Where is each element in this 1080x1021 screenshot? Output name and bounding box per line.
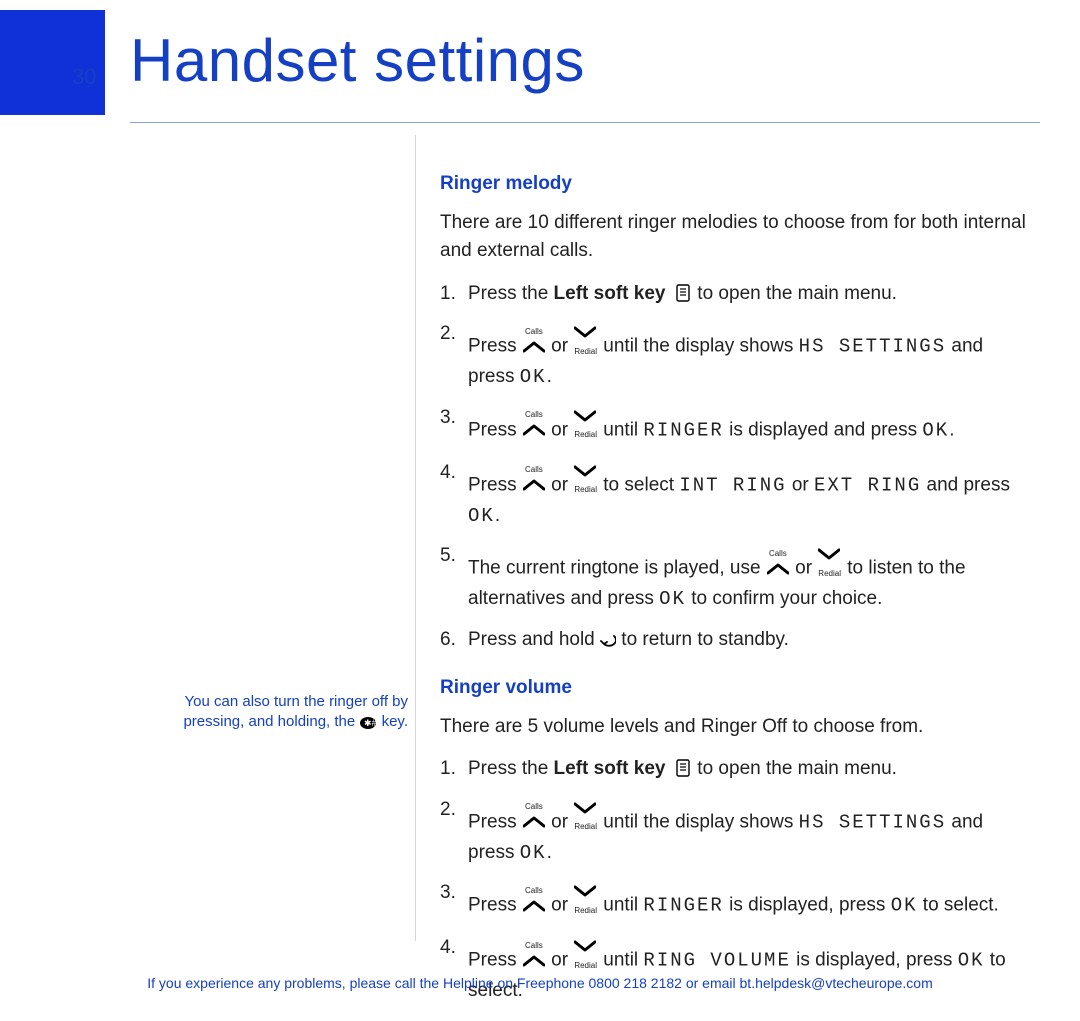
step: Press Calls or Redial to select INT RING…: [440, 459, 1030, 531]
step: Press Calls or Redial until RINGER is di…: [440, 879, 1030, 922]
down-icon: Redial: [574, 459, 597, 495]
up-icon: Calls: [767, 550, 789, 586]
intro-ringer-volume: There are 5 volume levels and Ringer Off…: [440, 713, 1030, 742]
heading-ringer-volume: Ringer volume: [440, 674, 1030, 703]
down-icon: Redial: [818, 542, 841, 578]
up-icon: Calls: [523, 803, 545, 839]
star-hash-icon: [359, 716, 377, 730]
intro-ringer-melody: There are 10 different ringer melodies t…: [440, 209, 1030, 266]
step: Press Calls or Redial until the display …: [440, 320, 1030, 392]
page-title: Handset settings: [130, 26, 585, 95]
steps-ringer-volume: Press the Left soft key to open the main…: [440, 755, 1030, 1006]
step: The current ringtone is played, use Call…: [440, 542, 1030, 614]
margin-note-ringer-off: You can also turn the ringer off by pres…: [120, 692, 408, 733]
heading-ringer-melody: Ringer melody: [440, 170, 1030, 199]
down-icon: Redial: [574, 796, 597, 832]
up-icon: Calls: [523, 942, 545, 978]
down-icon: Redial: [574, 320, 597, 356]
main-content: Ringer melody There are 10 different rin…: [440, 155, 1030, 1018]
column-rule: [415, 135, 416, 941]
step: Press the Left soft key to open the main…: [440, 755, 1030, 784]
footer-helpline: If you experience any problems, please c…: [0, 975, 1080, 991]
step: Press Calls or Redial until RING VOLUME …: [440, 934, 1030, 1006]
step: Press Calls or Redial until the display …: [440, 796, 1030, 868]
menu-icon: [676, 759, 692, 777]
down-icon: Redial: [574, 404, 597, 440]
down-icon: Redial: [574, 879, 597, 915]
step: Press the Left soft key to open the main…: [440, 280, 1030, 309]
step: Press and hold to return to standby.: [440, 626, 1030, 655]
title-rule: [130, 122, 1040, 123]
back-icon: [600, 633, 616, 647]
page-tab: [0, 10, 105, 115]
steps-ringer-melody: Press the Left soft key to open the main…: [440, 280, 1030, 655]
up-icon: Calls: [523, 466, 545, 502]
down-icon: Redial: [574, 934, 597, 970]
step: Press Calls or Redial until RINGER is di…: [440, 404, 1030, 447]
menu-icon: [676, 284, 692, 302]
page-number: 30: [72, 64, 96, 90]
up-icon: Calls: [523, 328, 545, 364]
up-icon: Calls: [523, 411, 545, 447]
up-icon: Calls: [523, 887, 545, 923]
